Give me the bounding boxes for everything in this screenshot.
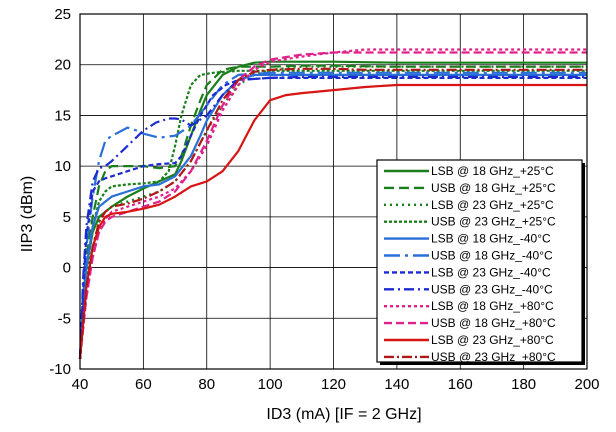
legend-label: USB @ 18 GHz_+80°C xyxy=(431,316,556,330)
legend-label: USB @ 23 GHz_-40°C xyxy=(431,282,553,296)
y-tick-label: 0 xyxy=(63,260,71,277)
series-lines xyxy=(78,48,587,360)
legend-label: USB @ 23 GHz_+80°C xyxy=(431,350,556,364)
legend-label: LSB @ 18 GHz_-40°C xyxy=(431,232,551,246)
legend-label: LSB @ 23 GHz_-40°C xyxy=(431,265,551,279)
legend-label: USB @ 18 GHz_+25°C xyxy=(431,181,556,195)
x-tick-label: 80 xyxy=(198,376,215,393)
legend-label: LSB @ 23 GHz_+25°C xyxy=(431,198,554,212)
x-tick-label: 120 xyxy=(321,376,346,393)
legend-label: USB @ 23 GHz_+25°C xyxy=(431,215,556,229)
series-line-10 xyxy=(78,83,587,359)
y-tick-label: -5 xyxy=(58,310,71,327)
series-line-4 xyxy=(78,73,587,359)
x-tick-label: 40 xyxy=(72,376,89,393)
y-tick-labels: -10 -5 0 5 10 15 20 25 xyxy=(49,6,71,378)
legend-label: LSB @ 18 GHz_+25°C xyxy=(431,164,554,178)
legend: LSB @ 18 GHz_+25°C USB @ 18 GHz_+25°C LSB … xyxy=(376,159,585,365)
y-tick-label: 15 xyxy=(54,107,71,124)
y-tick-label: 25 xyxy=(54,6,71,23)
x-tick-label: 180 xyxy=(511,376,536,393)
x-tick-label: 140 xyxy=(384,376,409,393)
legend-label: LSB @ 18 GHz_+80°C xyxy=(431,299,554,313)
series-line-7 xyxy=(78,75,587,359)
series-line-6 xyxy=(78,76,587,359)
y-tick-label: 10 xyxy=(54,158,71,175)
y-tick-label: -10 xyxy=(49,361,71,378)
x-tick-labels: 40 60 80 100 120 140 160 180 200 xyxy=(72,376,600,393)
x-axis-label: ID3 (mA) [IF = 2 GHz] xyxy=(266,406,421,423)
x-tick-label: 200 xyxy=(574,376,599,393)
series-line-11 xyxy=(78,67,587,359)
y-axis-label: IIP3 (dBm) xyxy=(19,176,36,252)
y-tick-label: 20 xyxy=(54,57,71,74)
legend-box xyxy=(376,159,583,363)
x-tick-label: 100 xyxy=(258,376,283,393)
x-tick-label: 160 xyxy=(448,376,473,393)
plot-frame xyxy=(79,13,588,370)
legend-label: LSB @ 23 GHz_+80°C xyxy=(431,333,554,347)
y-tick-label: 5 xyxy=(63,209,71,226)
x-tick-label: 60 xyxy=(135,376,152,393)
series-line-3 xyxy=(78,69,587,359)
legend-label: USB @ 18 GHz_-40°C xyxy=(431,249,553,263)
series-line-9 xyxy=(78,51,587,360)
